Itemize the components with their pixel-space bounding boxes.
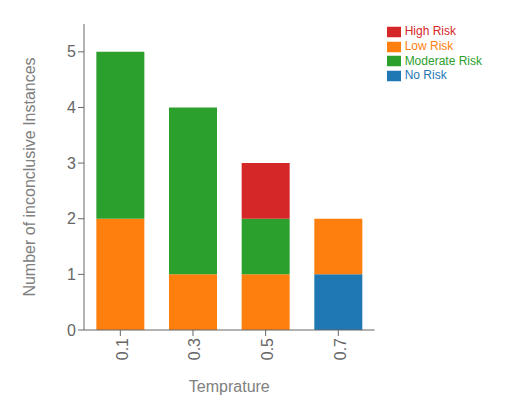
svg-text:5: 5	[67, 43, 76, 60]
svg-text:1: 1	[67, 266, 76, 283]
html-text:No Risk: No Risk	[404, 68, 447, 83]
html-text:High Risk: High Risk	[404, 24, 456, 38]
svg-text:0: 0	[67, 322, 76, 339]
svg-text:0.5: 0.5	[259, 338, 276, 360]
svg-text:0.1: 0.1	[114, 338, 131, 360]
html-text:Moderate Risk: Moderate Risk	[404, 53, 482, 68]
svg-text:Number of inconclusive Instanc: Number of inconclusive Instances	[21, 57, 38, 296]
svg-text:4: 4	[67, 99, 76, 116]
svg-text:0.7: 0.7	[332, 338, 349, 360]
svg-text:3: 3	[67, 155, 76, 172]
svg-text:2: 2	[67, 210, 76, 227]
svg-text:Temprature: Temprature	[189, 378, 270, 395]
html-text:Low Risk: Low Risk	[404, 38, 454, 53]
svg-text:0.3: 0.3	[186, 338, 203, 360]
